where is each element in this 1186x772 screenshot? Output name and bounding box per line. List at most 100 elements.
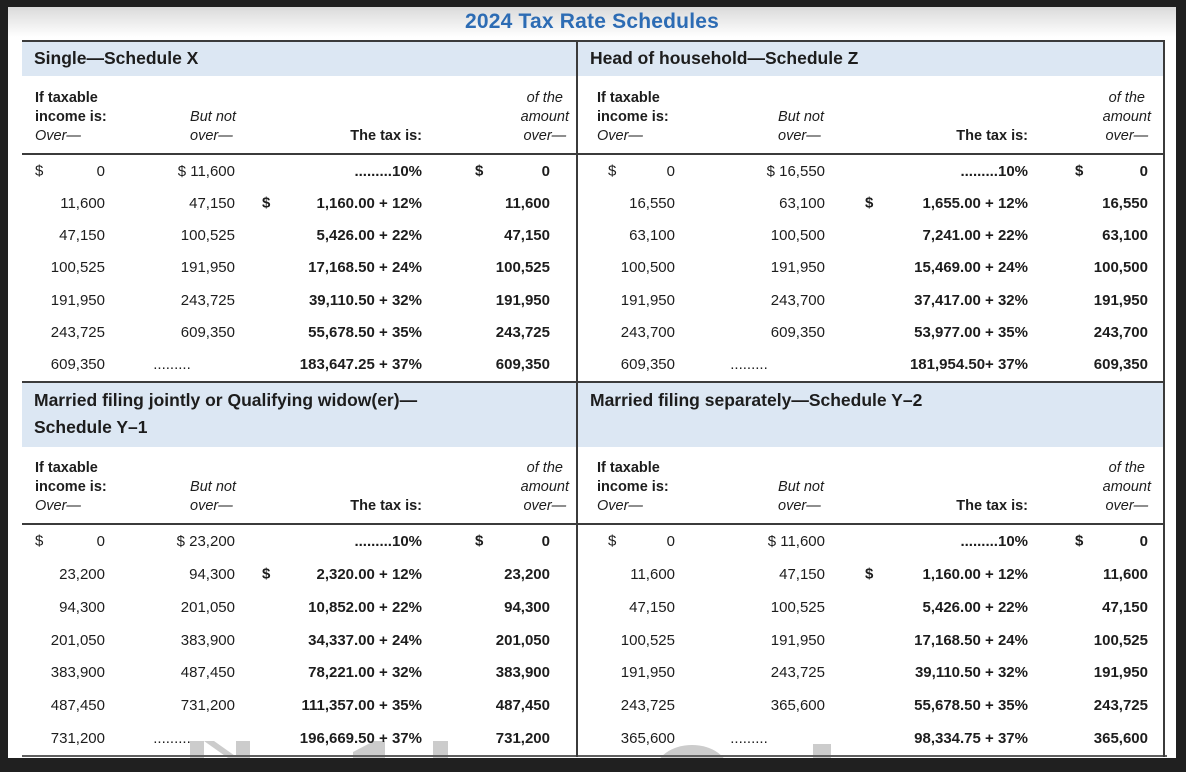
tax-bracket-row: 47,150 100,525 5,426.00 + 22% 47,150 bbox=[578, 591, 1163, 624]
schedule-title: Single—Schedule X bbox=[34, 48, 199, 68]
column-headers: If taxable income is: Over— But not over… bbox=[22, 76, 576, 155]
cell-but-not-over: 383,900 bbox=[122, 632, 250, 649]
cell-tax: $2,320.00 + 12% bbox=[250, 566, 434, 583]
cell-over: 94,300 bbox=[22, 599, 122, 616]
cell-but-not-over: 609,350 bbox=[688, 324, 838, 341]
cell-over: 365,600 bbox=[578, 730, 688, 747]
cell-over-value: 191,950 bbox=[620, 291, 675, 309]
cell-amount-over: 191,950 bbox=[434, 292, 576, 309]
cell-but-not-over-value: 100,525 bbox=[180, 227, 235, 245]
cell-amount-over: 16,550 bbox=[1040, 195, 1163, 212]
tax-bracket-row: 100,500 191,950 15,469.00 + 24% 100,500 bbox=[578, 252, 1163, 284]
cell-over: 11,600 bbox=[578, 566, 688, 583]
cell-amount-over: 100,500 bbox=[1040, 259, 1163, 276]
schedule-title-band: Single—Schedule X bbox=[22, 42, 576, 76]
column-header-over: If taxable income is: Over— bbox=[35, 90, 107, 144]
tax-bracket-row: 487,450 731,200 111,357.00 + 35% 487,450 bbox=[22, 689, 576, 722]
cell-tax-value: 17,168.50 + 24% bbox=[308, 259, 422, 277]
table-bottom-rule bbox=[22, 755, 1167, 757]
tax-bracket-row: 243,700 609,350 53,977.00 + 35% 243,700 bbox=[578, 316, 1163, 348]
cell-tax: .........10% bbox=[838, 533, 1040, 550]
cell-tax: 10,852.00 + 22% bbox=[250, 599, 434, 616]
cell-but-not-over-value: 487,450 bbox=[180, 664, 235, 682]
column-headers: If taxable income is: Over— But not over… bbox=[578, 447, 1163, 525]
cell-over: 243,725 bbox=[578, 697, 688, 714]
cell-but-not-over: 63,100 bbox=[688, 195, 838, 212]
cell-but-not-over-value: 243,725 bbox=[770, 664, 825, 682]
tax-bracket-row: $0 $ 11,600 .........10% $0 bbox=[578, 525, 1163, 558]
cell-amount-over: 23,200 bbox=[434, 566, 576, 583]
schedule-title: Head of household—Schedule Z bbox=[590, 48, 859, 68]
cell-amount-over-value: 243,700 bbox=[1093, 324, 1148, 342]
column-header-of-amount-over: of the amount over— bbox=[520, 90, 569, 144]
cell-amount-over: 63,100 bbox=[1040, 227, 1163, 244]
dollar-sign: $ bbox=[608, 532, 617, 550]
tax-bracket-row: 100,525 191,950 17,168.50 + 24% 100,525 bbox=[22, 252, 576, 284]
cell-amount-over: 243,725 bbox=[1040, 697, 1163, 714]
cell-over-value: 11,600 bbox=[60, 194, 105, 212]
cell-tax: .........10% bbox=[250, 533, 434, 550]
cell-tax-value: 5,426.00 + 22% bbox=[922, 598, 1028, 616]
cell-amount-over-value: 383,900 bbox=[495, 664, 550, 682]
cell-tax-value: 78,221.00 + 32% bbox=[308, 664, 422, 682]
table-right-border bbox=[1163, 40, 1165, 757]
cell-tax: 55,678.50 + 35% bbox=[250, 324, 434, 341]
cell-tax-value: 53,977.00 + 35% bbox=[914, 324, 1028, 342]
dollar-sign: $ bbox=[865, 565, 874, 583]
watermark-letter-fragments bbox=[190, 741, 831, 758]
column-header-but-not-over: But not over— bbox=[190, 109, 236, 144]
cell-over: 63,100 bbox=[578, 227, 688, 244]
schedule-section-single: Single—Schedule X If taxable income is: … bbox=[22, 42, 576, 381]
cell-amount-over: 100,525 bbox=[1040, 632, 1163, 649]
cell-amount-over: 609,350 bbox=[434, 356, 576, 373]
cell-amount-over: $0 bbox=[434, 533, 576, 550]
cell-over-value: 63,100 bbox=[629, 227, 675, 245]
tax-bracket-rows: $0 $ 11,600 .........10% $0 11,600 47,150 $1,1… bbox=[578, 525, 1163, 755]
column-header-of-amount-over: of the amount over— bbox=[1102, 460, 1151, 514]
cell-over-value: 100,525 bbox=[50, 259, 105, 277]
column-headers: If taxable income is: Over— But not over… bbox=[578, 76, 1163, 155]
cell-but-not-over: $ 11,600 bbox=[688, 533, 838, 550]
cell-amount-over-value: 100,525 bbox=[495, 259, 550, 277]
tax-bracket-row: 731,200......... 196,669.50 + 37% 731,200 bbox=[22, 722, 576, 755]
tax-bracket-row: 609,350......... 181,954.50+ 37% 609,350 bbox=[578, 349, 1163, 381]
cell-over: 243,700 bbox=[578, 324, 688, 341]
cell-amount-over: 11,600 bbox=[1040, 566, 1163, 583]
cell-tax-value: 34,337.00 + 24% bbox=[308, 631, 422, 649]
cell-tax-value: 55,678.50 + 35% bbox=[914, 697, 1028, 715]
cell-amount-over-value: 23,200 bbox=[504, 565, 550, 583]
cell-over-value: 47,150 bbox=[59, 227, 105, 245]
cell-tax-value: 183,647.25 + 37% bbox=[299, 356, 422, 374]
cell-amount-over: 47,150 bbox=[434, 227, 576, 244]
cell-amount-over-value: 609,350 bbox=[495, 356, 550, 374]
cell-but-not-over: ......... bbox=[122, 356, 250, 373]
table-middle-rule bbox=[22, 381, 1165, 383]
cell-amount-over: 11,600 bbox=[434, 195, 576, 212]
cell-tax: $1,160.00 + 12% bbox=[838, 566, 1040, 583]
cell-tax-value: 17,168.50 + 24% bbox=[914, 631, 1028, 649]
dollar-sign: $ bbox=[262, 565, 271, 583]
cell-but-not-over-value: $ 23,200 bbox=[176, 532, 235, 550]
cell-amount-over-value: 731,200 bbox=[495, 730, 550, 748]
cell-amount-over-value: 487,450 bbox=[495, 697, 550, 715]
cell-tax: 17,168.50 + 24% bbox=[250, 259, 434, 276]
tax-bracket-row: 191,950 243,725 39,110.50 + 32% 191,950 bbox=[578, 656, 1163, 689]
cell-over-value: 23,200 bbox=[59, 565, 105, 583]
cell-but-not-over: 243,725 bbox=[688, 664, 838, 681]
cell-but-not-over-value: 201,050 bbox=[180, 598, 235, 616]
cell-but-not-over: 191,950 bbox=[688, 632, 838, 649]
cell-but-not-over: 94,300 bbox=[122, 566, 250, 583]
column-header-over: If taxable income is: Over— bbox=[597, 90, 669, 144]
cell-amount-over-value: 609,350 bbox=[1093, 356, 1148, 374]
cell-amount-over: $0 bbox=[1040, 163, 1163, 180]
cell-but-not-over: 487,450 bbox=[122, 664, 250, 681]
cell-over: 383,900 bbox=[22, 664, 122, 681]
cell-but-not-over-value: 63,100 bbox=[779, 194, 825, 212]
cell-tax-value: 98,334.75 + 37% bbox=[914, 730, 1028, 748]
tax-bracket-row: 365,600......... 98,334.75 + 37% 365,600 bbox=[578, 722, 1163, 755]
page-title: 2024 Tax Rate Schedules bbox=[464, 10, 719, 33]
cell-over: 487,450 bbox=[22, 697, 122, 714]
cell-tax: 98,334.75 + 37% bbox=[838, 730, 1040, 747]
dollar-sign: $ bbox=[865, 194, 874, 212]
tax-bracket-row: $0 $ 11,600 .........10% $0 bbox=[22, 155, 576, 187]
